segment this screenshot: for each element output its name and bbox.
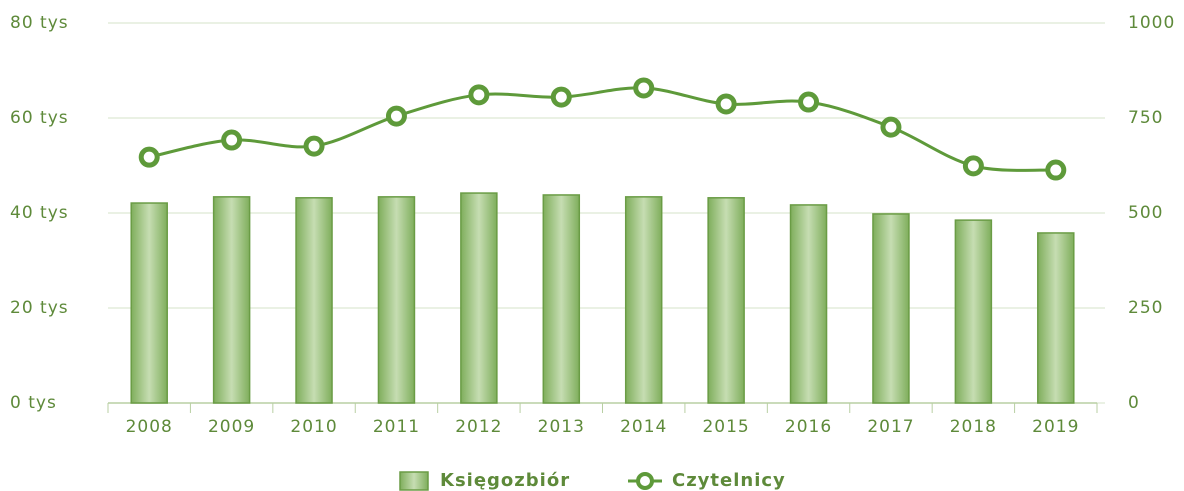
point [1045,159,1067,181]
x-tick-label: 2015 [702,417,749,437]
bar [377,196,416,404]
bar [624,196,663,404]
x-tick-label: 2013 [538,417,585,437]
x-tick-label: 2009 [208,417,255,437]
x-tick-label: 2017 [867,417,914,437]
bar [1037,232,1075,404]
line [148,86,1056,172]
point [221,129,243,151]
y2-tick-label: 750 [1128,108,1163,128]
point [303,135,325,157]
bar [872,213,910,404]
y2-tick-label: 250 [1128,298,1163,318]
y-tick-label: 0 tys [10,393,57,413]
bar [707,197,745,404]
point [798,91,820,113]
bar [954,219,993,404]
y-tick-label: 20 tys [10,298,69,318]
x-tick-label: 2018 [950,417,997,437]
bar [130,202,168,404]
x-tick-label: 2011 [373,417,420,437]
bar [212,196,251,404]
y-tick-label: 80 tys [10,13,69,33]
x-tick-label: 2016 [785,417,832,437]
point [138,146,160,168]
point [468,84,490,106]
bar [789,204,828,404]
point [550,86,572,108]
legend-label: Czytelnicy [672,470,786,491]
x-tick-label: 2010 [290,417,337,437]
point [633,77,655,99]
x-tick-label: 2012 [455,417,502,437]
point [880,116,902,138]
y2-tick-label: 0 [1128,393,1140,413]
bar [542,194,581,404]
x-tick-label: 2014 [620,417,667,437]
x-tick-label: 2019 [1032,417,1079,437]
y2-tick-label: 1000 [1128,13,1175,33]
point [385,105,407,127]
legend-label: Księgozbiór [440,470,570,491]
point [962,155,984,177]
y2-tick-label: 500 [1128,203,1163,223]
point [715,93,737,115]
x-tick-label: 2008 [126,417,173,437]
bar [460,192,498,404]
legend-marker [636,472,654,490]
legend-swatch [399,471,429,491]
y-tick-label: 40 tys [10,203,69,223]
y-tick-label: 60 tys [10,108,69,128]
bar [295,197,333,404]
